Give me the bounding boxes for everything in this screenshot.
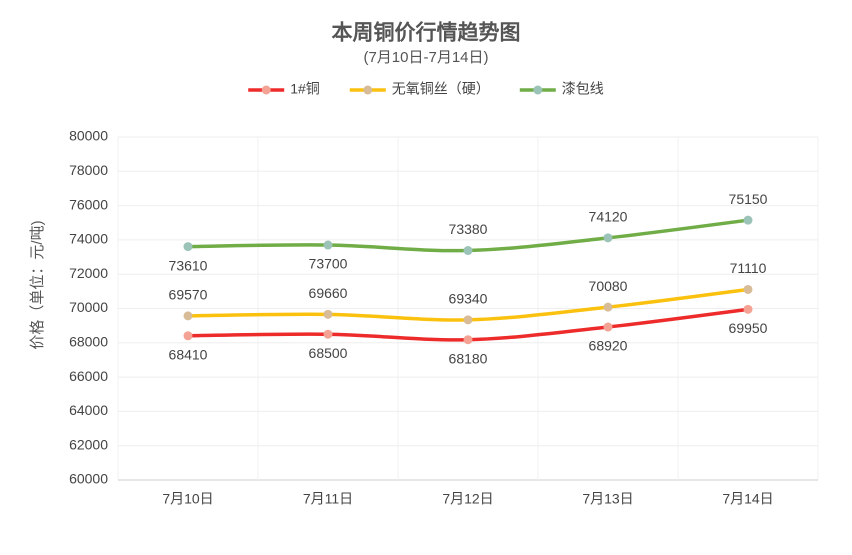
legend-marker: [533, 85, 543, 95]
point: [463, 246, 473, 256]
y-tick-label: 64000: [69, 402, 108, 418]
y-tick-label: 78000: [69, 162, 108, 178]
data-label: 70080: [589, 278, 628, 294]
data-label: 73380: [449, 221, 488, 237]
y-tick-label: 72000: [69, 265, 108, 281]
point: [323, 240, 333, 250]
point: [323, 309, 333, 319]
point: [463, 315, 473, 325]
data-label: 73700: [309, 256, 348, 272]
data-label: 68920: [589, 338, 628, 354]
chart-subtitle: (7月10日-7月14日): [363, 49, 488, 66]
data-label: 68500: [309, 345, 348, 361]
legend-marker: [363, 85, 373, 95]
y-tick-label: 74000: [69, 231, 108, 247]
x-tick-label: 7月11日: [303, 491, 353, 507]
point: [603, 302, 613, 312]
data-label: 69340: [449, 291, 488, 307]
chart-title: 本周铜价行情趋势图: [332, 21, 521, 45]
legend-label: 无氧铜丝（硬）: [392, 81, 490, 97]
point: [183, 331, 193, 341]
data-label: 74120: [589, 209, 628, 225]
data-label: 69660: [309, 285, 348, 301]
data-label: 69950: [729, 320, 768, 336]
data-label: 73610: [169, 257, 208, 273]
y-tick-label: 76000: [69, 196, 108, 212]
point: [463, 335, 473, 345]
point: [743, 304, 753, 314]
point: [603, 322, 613, 332]
y-axis-title: 价格（单位：元/吨): [29, 220, 46, 349]
data-label: 75150: [729, 191, 768, 207]
point: [183, 242, 193, 252]
data-label: 71110: [730, 260, 767, 276]
x-tick-label: 7月14日: [722, 491, 773, 507]
data-label: 68410: [169, 346, 208, 362]
y-tick-label: 68000: [69, 334, 108, 350]
x-tick-label: 7月12日: [442, 491, 493, 507]
y-tick-label: 70000: [69, 299, 108, 315]
y-tick-label: 66000: [69, 368, 108, 384]
legend-marker: [261, 85, 271, 95]
point: [183, 311, 193, 321]
x-tick-label: 7月10日: [162, 491, 213, 507]
data-label: 68180: [449, 350, 488, 366]
point: [323, 329, 333, 339]
data-label: 69570: [169, 287, 208, 303]
y-tick-label: 80000: [69, 128, 108, 144]
point: [603, 233, 613, 243]
legend-label: 1#铜: [290, 81, 320, 97]
x-tick-label: 7月13日: [582, 491, 633, 507]
y-tick-label: 60000: [69, 471, 108, 487]
legend-label: 漆包线: [562, 81, 604, 97]
point: [743, 215, 753, 225]
point: [743, 284, 753, 294]
y-tick-label: 62000: [69, 436, 108, 452]
